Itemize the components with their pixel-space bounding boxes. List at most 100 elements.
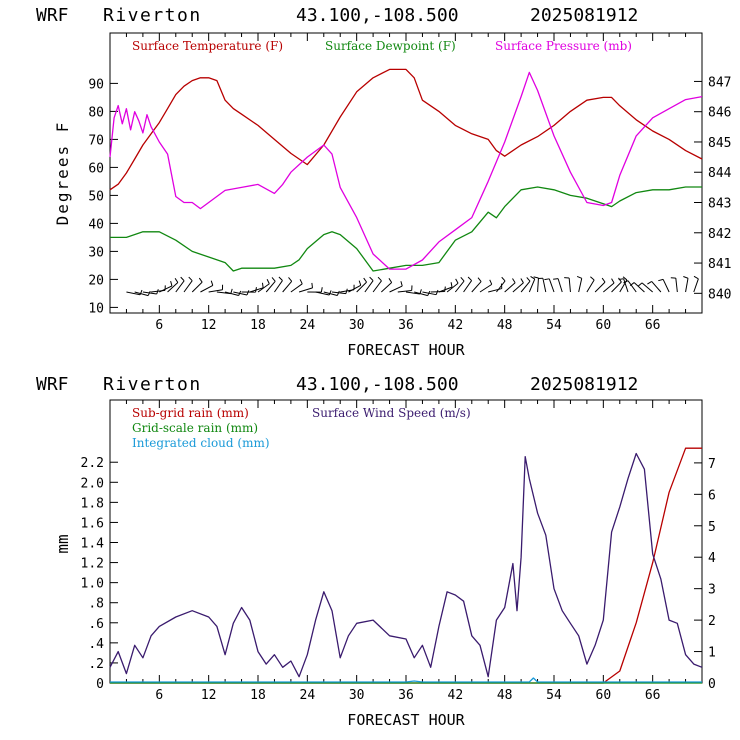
wind-barb [315, 291, 330, 296]
wind-barb [578, 278, 583, 293]
y-tick-label: 60 [88, 161, 104, 176]
y-tick-label: 30 [88, 245, 104, 260]
wind-barb [471, 281, 482, 293]
wind-barb [265, 280, 276, 293]
x-tick-label: 30 [349, 688, 365, 703]
y-tick-label: 0 [96, 677, 104, 692]
wind-barb-flag [489, 279, 493, 285]
y-tick-label: .8 [88, 597, 104, 612]
bottom-header: WRF Riverton 43.100,-108.500 2025081912 [36, 374, 638, 395]
y2-tick-label: 1 [708, 646, 716, 661]
top-series-group [109, 68, 703, 272]
x-tick-label: 60 [596, 688, 612, 703]
wind-barb-flag [658, 278, 664, 282]
wind-barb [224, 291, 239, 297]
wind-barb [594, 281, 606, 293]
x-tick-label: 54 [546, 688, 562, 703]
wind-barb-flag [450, 282, 453, 288]
y2-tick-label: 2 [708, 614, 716, 629]
x-tick-label: 60 [596, 318, 612, 333]
wind-barb [380, 282, 392, 293]
wind-barb-flag [198, 277, 203, 283]
wind-barb [142, 291, 157, 295]
y-tick-label: 1.2 [81, 557, 104, 572]
wind-barb [183, 280, 193, 293]
wind-barb-flag [683, 276, 689, 279]
y-tick-label: 90 [88, 77, 104, 92]
wind-barb [528, 278, 536, 293]
wind-barb [488, 288, 502, 293]
wind-barb [372, 280, 382, 293]
wind-barb [662, 279, 670, 293]
series-line-surface-pressure [109, 71, 703, 270]
bottom-y-axis-title: mm [53, 534, 72, 553]
wind-barb [633, 282, 645, 293]
bottom-init-label: 2025081912 [530, 374, 638, 395]
wind-barb-flag [460, 276, 465, 282]
wind-barb-flag [611, 278, 615, 284]
y2-tick-label: 4 [708, 551, 716, 566]
wind-barb-flag [553, 278, 559, 280]
wind-barb-flag [246, 290, 250, 296]
x-tick-label: 42 [448, 318, 464, 333]
series-line-integrated-cloud [110, 677, 702, 683]
top-plot-frame [109, 32, 703, 314]
top-x-axis-title: FORECAST HOUR [347, 341, 465, 359]
y-tick-label: .6 [88, 617, 104, 632]
wind-barb-flag [647, 281, 652, 285]
wind-barb-flag [336, 290, 340, 296]
x-tick-label: 6 [155, 688, 163, 703]
wind-barb [651, 281, 662, 293]
series-line-surface-dewpoint [110, 186, 702, 272]
y2-tick-label: 844 [708, 166, 732, 181]
wind-barb [175, 280, 185, 293]
x-tick-label: 48 [497, 318, 513, 333]
y-tick-label: 1.6 [81, 516, 104, 531]
wind-barb-flag [188, 276, 193, 282]
wind-barb-flag [455, 278, 459, 284]
x-tick-label: 24 [300, 688, 316, 703]
wind-barb-flag [629, 282, 635, 287]
wind-barb [568, 278, 571, 293]
wind-barb-flag [271, 277, 276, 282]
wind-barb [693, 278, 699, 293]
wind-barb-flag [477, 277, 482, 282]
x-tick-label: 30 [349, 318, 365, 333]
wind-barb-flag [230, 288, 233, 294]
y2-tick-label: 847 [708, 75, 731, 90]
x-tick-label: 66 [645, 688, 661, 703]
wind-barb-flag [623, 280, 629, 284]
wind-barb [603, 282, 615, 293]
wind-barb-flag [444, 286, 446, 292]
y-tick-label: 80 [88, 105, 104, 120]
legend-entry-integrated-cloud: Integrated cloud (mm) [132, 436, 270, 450]
x-tick-label: 48 [497, 688, 513, 703]
wind-barb [496, 280, 506, 293]
x-tick-label: 24 [300, 318, 316, 333]
x-tick-label: 12 [201, 688, 217, 703]
bottom-y2-axis: 0 1 2 3 4 5 6 7 [694, 457, 716, 692]
y2-tick-label: 0 [708, 677, 716, 692]
wind-barb-flag [311, 282, 313, 288]
wind-barb [548, 278, 555, 293]
legend-entry-surface-temperature: Surface Temperature (F) [132, 39, 283, 53]
x-tick-label: 36 [398, 318, 414, 333]
x-tick-label: 18 [250, 688, 266, 703]
wind-barb-flag [501, 276, 506, 282]
wind-barb-flag [601, 277, 606, 283]
top-model-label: WRF [36, 5, 69, 26]
wind-barb [454, 280, 465, 293]
wind-barb [627, 280, 637, 293]
wind-barb-flag [512, 278, 516, 283]
wind-barb-flag [170, 281, 173, 287]
wind-barbs [126, 275, 699, 297]
wind-barb-flag [637, 282, 643, 287]
wind-barb-flag [180, 276, 185, 282]
wind-barb [397, 289, 412, 293]
y-tick-label: .2 [88, 657, 104, 672]
y2-tick-label: 841 [708, 257, 731, 272]
wind-barb-flag [278, 276, 283, 281]
wind-barb [586, 279, 595, 293]
wind-barb-flag [618, 278, 624, 280]
